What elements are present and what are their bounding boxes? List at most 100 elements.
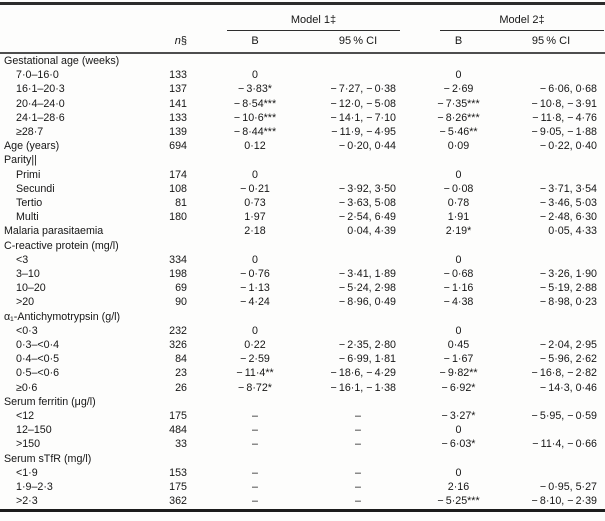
n-column-header: n§ xyxy=(130,31,190,52)
model1-b-cell: 0 xyxy=(252,69,258,82)
model1-b-cell xyxy=(190,153,320,167)
model1-b-cell: 0 xyxy=(252,168,258,181)
model2-b-cell: 0 xyxy=(455,253,462,266)
model1-b-cell: − 11·4** xyxy=(236,367,274,380)
model2-b-cell: 0 xyxy=(455,424,462,437)
model2-ci-cell: − 0·22, 0·40 xyxy=(539,140,597,153)
model1-ci-cell: − 2·35, 2·80 xyxy=(338,339,396,352)
model2-b-cell xyxy=(412,54,505,68)
model1-b-cell: 1·97 xyxy=(244,211,266,224)
model2-ci-cell xyxy=(505,168,605,182)
n-cell: 153 xyxy=(169,466,187,479)
header-spacer xyxy=(0,5,130,31)
model2-ci-cell: − 2·04, 2·95 xyxy=(539,339,597,352)
model1-ci-cell xyxy=(320,54,412,68)
model2-ci-cell: − 5·95, − 0·59 xyxy=(531,410,597,423)
n-cell: 133 xyxy=(169,69,187,82)
model2-b-header: B xyxy=(454,35,463,47)
model1-ci-cell: − 11·9, − 4·95 xyxy=(331,126,396,139)
model2-ci-cell xyxy=(505,466,605,480)
model1-ci-cell xyxy=(320,253,412,267)
model1-ci-cell xyxy=(320,239,412,253)
model1-b-cell xyxy=(190,395,320,409)
n-cell: 334 xyxy=(169,253,187,266)
model2-b-cell: 0 xyxy=(455,69,462,82)
model2-b-cell: 0 xyxy=(455,466,462,479)
model2-b-cell: − 0·68 xyxy=(443,268,474,281)
row-label-cell: <12 xyxy=(16,410,35,423)
model1-b-header: B xyxy=(251,35,259,47)
model1-b-cell xyxy=(190,452,320,466)
n-cell xyxy=(130,153,190,167)
model1-ci-cell xyxy=(320,310,412,324)
n-cell xyxy=(130,310,190,324)
model1-b-cell: – xyxy=(252,424,258,437)
n-cell: 141 xyxy=(169,97,187,110)
row-label-cell: Serum ferritin (μg/l) xyxy=(4,395,96,408)
model2-ci-header: 95 % CI xyxy=(531,35,571,47)
row-label-cell: C-reactive protein (mg/l) xyxy=(4,239,119,252)
header-spacer xyxy=(0,31,130,52)
n-cell: 133 xyxy=(169,111,187,124)
row-label-cell: Gestational age (weeks) xyxy=(4,55,120,67)
model1-b-cell: − 8·72* xyxy=(238,381,272,394)
model1-ci-cell: – xyxy=(355,438,361,451)
model1-ci-cell: − 18·6, − 4·29 xyxy=(330,367,396,380)
model2-spanner-label: Model 2‡ xyxy=(499,14,545,26)
row-label-cell: 24·1–28·6 xyxy=(16,111,65,124)
row-label-cell: Age (years) xyxy=(4,140,60,153)
model1-b-cell: − 10·6*** xyxy=(233,111,277,124)
model1-ci-cell: – xyxy=(355,410,361,423)
model1-b-cell: − 8·44*** xyxy=(233,126,277,139)
model2-ci-cell: − 5·96, 2·62 xyxy=(539,353,597,366)
model1-ci-cell: − 14·1, − 7·10 xyxy=(330,111,396,124)
model1-ci-cell: − 3·41, 1·89 xyxy=(338,268,396,281)
model2-ci-cell xyxy=(505,54,605,68)
n-cell: 362 xyxy=(169,495,187,508)
n-cell: 137 xyxy=(169,83,187,96)
model1-ci-cell: − 16·1, − 1·38 xyxy=(330,381,396,394)
model2-ci-cell: − 3·26, 1·90 xyxy=(539,268,597,281)
model2-ci-cell xyxy=(505,423,605,437)
model2-b-cell: − 2·69 xyxy=(443,83,474,96)
model2-b-cell: − 1·16 xyxy=(443,282,474,295)
model1-b-cell: – xyxy=(252,466,258,479)
model2-b-cell: − 6·03* xyxy=(441,438,476,451)
model2-ci-cell xyxy=(505,310,605,324)
row-label-cell: Serum sTfR (mg/l) xyxy=(4,452,92,465)
model1-ci-cell: – xyxy=(355,466,361,479)
model2-ci-cell xyxy=(505,452,605,466)
model1-ci-cell: – xyxy=(355,495,361,508)
model2-b-cell: 0 xyxy=(455,324,462,337)
model1-ci-cell: 0·04, 4·39 xyxy=(347,225,396,238)
row-label-cell: 0·4–<0·5 xyxy=(16,353,60,366)
model1-column-group: Model 1‡ xyxy=(190,5,412,31)
n-cell xyxy=(130,224,190,238)
model1-ci-cell: − 0·20, 0·44 xyxy=(338,140,396,153)
model1-b-cell: − 0·76 xyxy=(240,268,270,281)
model1-b-cell: 0·73 xyxy=(244,197,266,210)
header-spacer xyxy=(130,5,190,31)
model1-b-cell: – xyxy=(252,495,258,508)
model1-spanner-label: Model 1‡ xyxy=(290,14,337,26)
model2-ci-cell: − 0·95, 5·27 xyxy=(539,481,597,494)
model2-ci-cell: − 9·05, − 1·88 xyxy=(531,126,597,139)
n-cell: 484 xyxy=(169,424,187,437)
row-label-cell: <1·9 xyxy=(16,466,38,479)
model1-b-cell: − 1·13 xyxy=(240,282,270,295)
n-symbol: n xyxy=(174,35,181,47)
model1-b-cell: 0 xyxy=(252,324,258,337)
model1-b-cell: 2·18 xyxy=(244,225,266,238)
model1-ci-cell: − 3·63, 5·08 xyxy=(338,197,396,210)
model1-ci-cell xyxy=(320,395,412,409)
n-cell xyxy=(130,239,190,253)
row-label-cell: Parity|| xyxy=(4,154,37,167)
model2-b-cell: − 5·25*** xyxy=(437,495,480,508)
n-cell xyxy=(130,452,190,466)
model2-spanner-rule: Model 2‡ xyxy=(440,14,604,31)
model1-ci-cell: − 7·27, − 0·38 xyxy=(330,83,396,96)
model1-ci-cell xyxy=(320,324,412,338)
model2-b-cell: − 1·67 xyxy=(443,353,474,366)
n-cell: 81 xyxy=(175,197,187,210)
n-cell: 33 xyxy=(175,438,187,451)
